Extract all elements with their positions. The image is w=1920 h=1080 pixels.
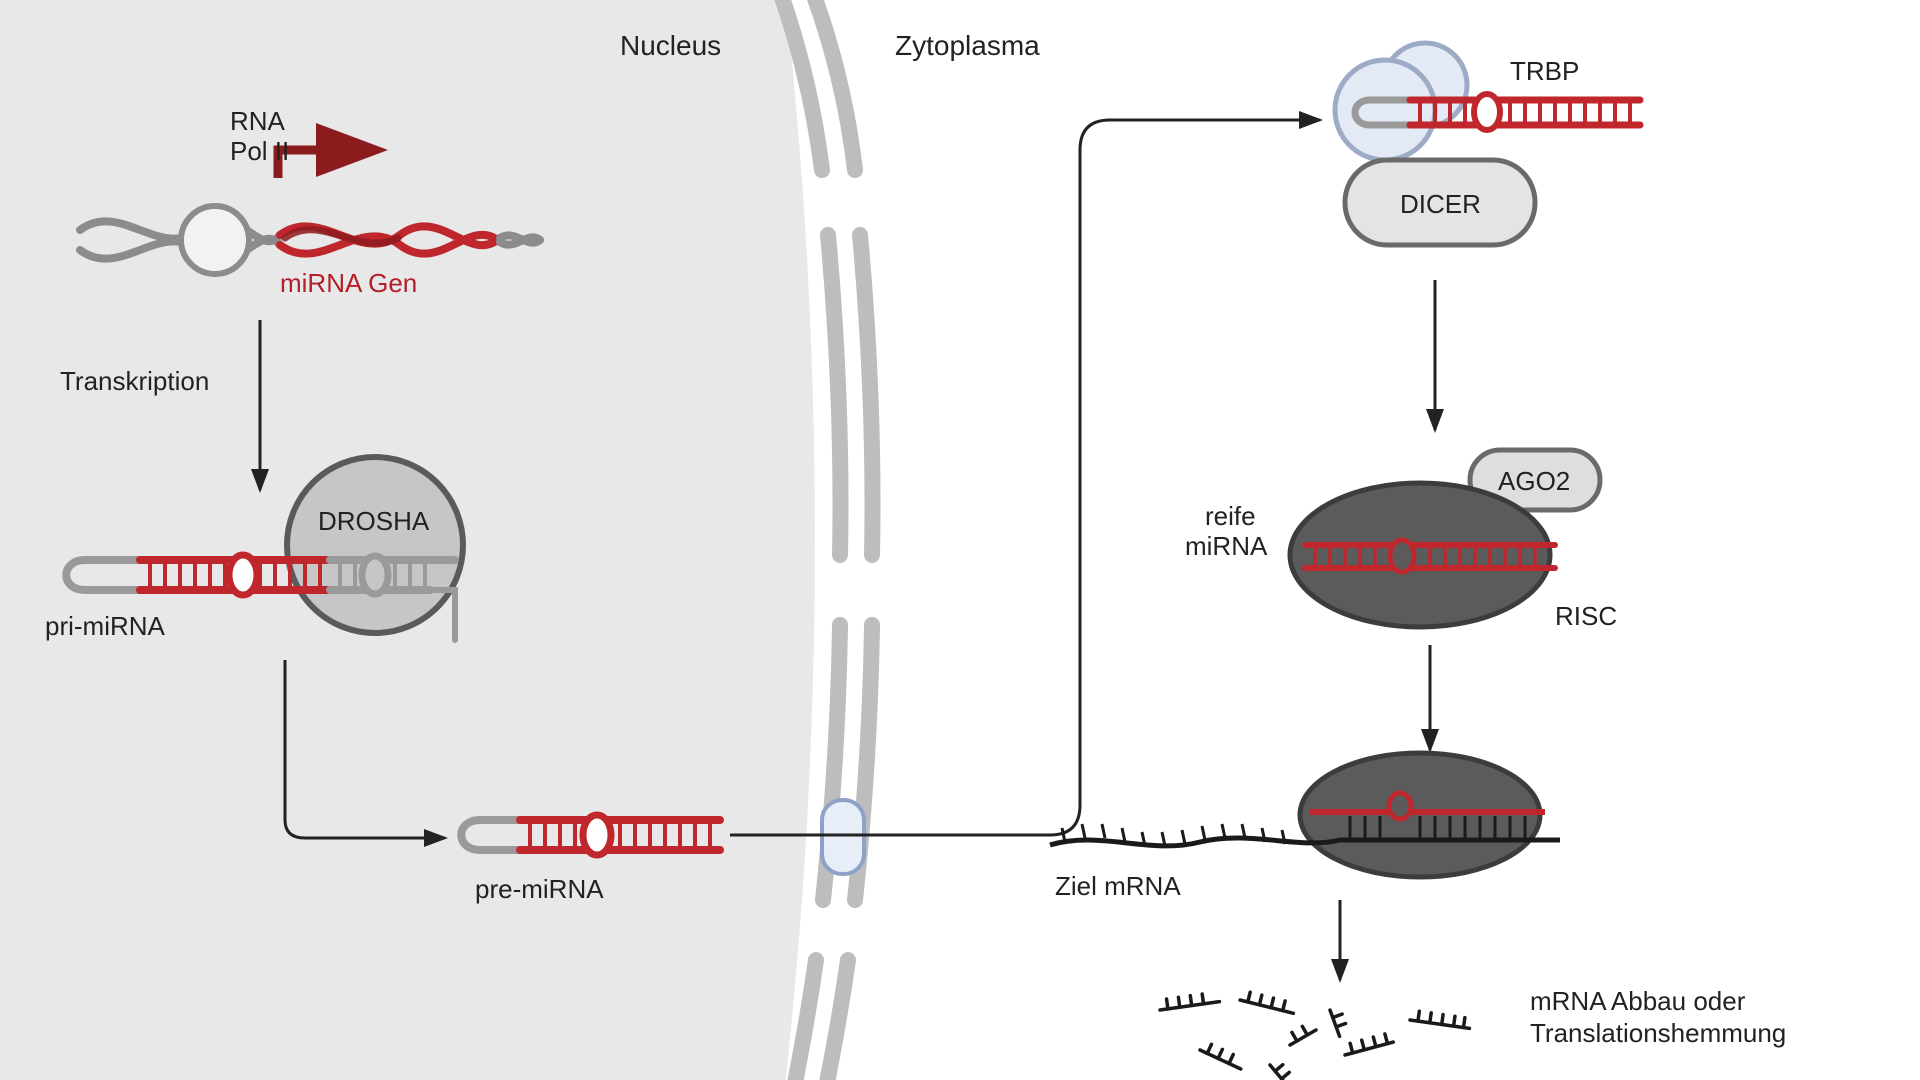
label-mature-mirna-2: miRNA [1185, 531, 1268, 561]
label-nucleus: Nucleus [620, 30, 721, 61]
label-drosha: DROSHA [318, 506, 430, 536]
label-rna-pol-line2: Pol II [230, 136, 289, 166]
label-transcription: Transkription [60, 366, 209, 396]
label-mature-mirna-1: reife [1205, 501, 1256, 531]
dicer-complex: DICER TRBP [1335, 43, 1640, 245]
label-rna-pol-line1: RNA [230, 106, 286, 136]
label-risc: RISC [1555, 601, 1617, 631]
label-ago2: AGO2 [1498, 466, 1570, 496]
arrow-export [730, 120, 1320, 835]
risc-complex: AGO2 reife miRNA RISC [1185, 450, 1617, 631]
label-cytoplasm: Zytoplasma [895, 30, 1040, 61]
nuclear-pore [822, 800, 864, 874]
label-target-mrna: Ziel mRNA [1055, 871, 1181, 901]
degraded-fragments [1159, 990, 1471, 1080]
label-pre-mirna: pre-miRNA [475, 874, 604, 904]
label-mirna-gene: miRNA Gen [280, 268, 417, 298]
label-outcome-2: Translationshemmung [1530, 1018, 1786, 1048]
label-pri-mirna: pri-miRNA [45, 611, 166, 641]
diagram-canvas: Nucleus Zytoplasma RNA Pol II miRNA Gen [0, 0, 1920, 1080]
label-trbp: TRBP [1510, 56, 1579, 86]
label-dicer: DICER [1400, 189, 1481, 219]
label-outcome-1: mRNA Abbau oder [1530, 986, 1746, 1016]
target-mrna: Ziel mRNA [1050, 753, 1560, 901]
